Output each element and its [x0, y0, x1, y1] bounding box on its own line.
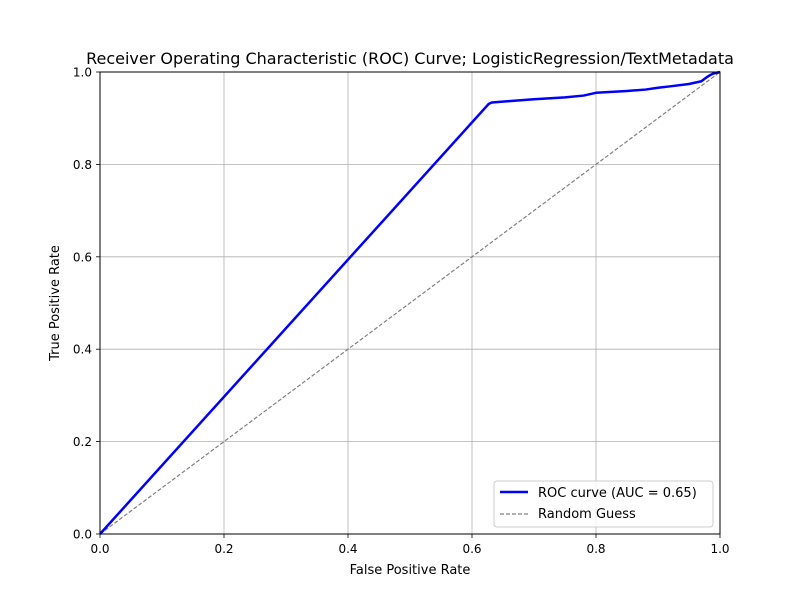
series-line-random-guess: [99, 71, 721, 535]
y-tick-label: 0.2: [73, 435, 92, 449]
x-tick-label: 0.8: [586, 542, 605, 556]
plot-frame: [99, 71, 721, 535]
y-tick-label: 0.0: [73, 528, 92, 542]
x-tick-label: 1.0: [710, 542, 729, 556]
x-axis-label: False Positive Rate: [350, 563, 471, 578]
x-axis-ticks: 0.0 0.2 0.4 0.6 0.8 1.0: [90, 534, 730, 556]
y-tick-label: 1.0: [73, 66, 92, 80]
x-tick-label: 0.4: [338, 542, 357, 556]
y-axis-ticks: 0.0 0.2 0.4 0.6 0.8 1.0: [73, 66, 100, 542]
legend-box: [493, 480, 714, 528]
x-tick-label: 0.0: [90, 542, 109, 556]
legend: ROC curve (AUC = 0.65) Random Guess: [493, 480, 714, 528]
series-line-roc-curve-auc-0-65: [99, 70, 721, 535]
plot-area: [99, 70, 721, 535]
y-tick-label: 0.6: [73, 250, 92, 264]
chart-title: Receiver Operating Characteristic (ROC) …: [86, 49, 734, 68]
y-tick-label: 0.8: [73, 158, 92, 172]
legend-label-random-guess: Random Guess: [538, 507, 636, 522]
y-tick-label: 0.4: [73, 343, 92, 357]
series-layer: [99, 70, 721, 535]
y-axis-label: True Positive Rate: [48, 245, 63, 362]
x-tick-label: 0.6: [462, 542, 481, 556]
legend-label-roc-curve: ROC curve (AUC = 0.65): [538, 486, 697, 501]
x-tick-label: 0.2: [214, 542, 233, 556]
